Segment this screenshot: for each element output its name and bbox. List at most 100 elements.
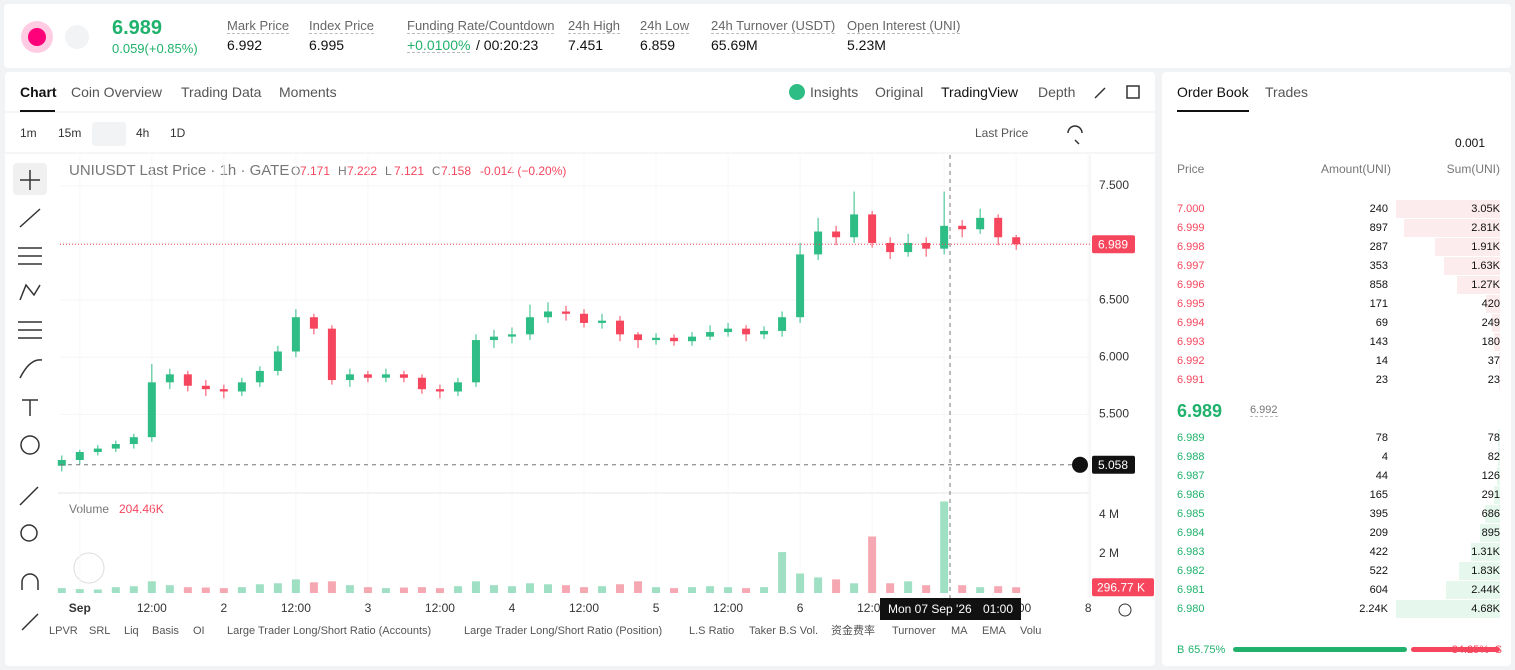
price-change: 0.059(+0.85%) bbox=[112, 41, 198, 56]
book-amount: 165 bbox=[1369, 489, 1388, 501]
candle-body bbox=[381, 374, 390, 378]
indicator-tab[interactable]: 资金费率 bbox=[831, 625, 875, 637]
icon[interactable] bbox=[1067, 125, 1083, 145]
indicator-tab[interactable]: SRL bbox=[89, 625, 111, 637]
book-price[interactable]: 6.981 bbox=[1177, 584, 1205, 596]
candle-body bbox=[327, 328, 336, 381]
volume-bar bbox=[796, 573, 805, 593]
icon[interactable] bbox=[21, 573, 39, 590]
interval[interactable]: 1m bbox=[20, 126, 37, 140]
order-book-panel bbox=[1162, 72, 1511, 666]
settings-icon[interactable] bbox=[1118, 603, 1132, 617]
book-price[interactable]: 6.991 bbox=[1177, 374, 1205, 386]
y-tick-label: 2 M bbox=[1099, 546, 1119, 560]
favorite[interactable] bbox=[65, 25, 89, 49]
candle-body bbox=[345, 374, 354, 381]
volume-bar bbox=[453, 586, 462, 593]
icon[interactable] bbox=[21, 613, 39, 631]
chart-tab[interactable]: Trading Data bbox=[181, 84, 262, 100]
icon[interactable] bbox=[18, 321, 42, 339]
book-amount: 422 bbox=[1369, 546, 1388, 558]
book-price[interactable]: 7.000 bbox=[1177, 203, 1205, 215]
icon[interactable] bbox=[20, 170, 40, 190]
candle-body bbox=[129, 437, 138, 445]
icon[interactable] bbox=[1094, 87, 1106, 99]
stat-value: +0.0100% bbox=[407, 37, 471, 53]
interval[interactable]: 4h bbox=[136, 126, 150, 140]
book-price[interactable]: 6.980 bbox=[1177, 603, 1205, 615]
icon[interactable] bbox=[1126, 85, 1140, 99]
indicator-tab[interactable]: LPVR bbox=[49, 625, 78, 637]
icon[interactable] bbox=[18, 247, 42, 265]
interval[interactable]: 1D bbox=[170, 126, 186, 140]
depth-bar bbox=[1434, 238, 1500, 256]
volume-legend: 204.46K bbox=[119, 502, 164, 516]
x-tick-label: 2 bbox=[221, 601, 228, 615]
view-tab[interactable]: Original bbox=[875, 84, 924, 100]
book-price[interactable]: 6.994 bbox=[1177, 317, 1205, 329]
book-price[interactable]: 6.992 bbox=[1177, 355, 1205, 367]
indicator-tab[interactable]: Turnover bbox=[892, 625, 936, 637]
book-amount: 858 bbox=[1369, 279, 1388, 291]
ratio-s: S bbox=[1494, 644, 1502, 656]
chart-tab[interactable]: Coin Overview bbox=[71, 84, 163, 100]
view-tab[interactable]: Insights bbox=[810, 84, 859, 100]
interval[interactable]: 15m bbox=[58, 126, 82, 140]
chart-tab[interactable]: Moments bbox=[279, 84, 337, 100]
book-price[interactable]: 6.987 bbox=[1177, 470, 1205, 482]
price-type[interactable]: Last Price bbox=[975, 126, 1029, 140]
book-sum: 126 bbox=[1481, 470, 1500, 482]
book-price[interactable]: 6.998 bbox=[1177, 241, 1205, 253]
book-tab[interactable]: Order Book bbox=[1177, 84, 1249, 100]
icon[interactable] bbox=[22, 399, 38, 416]
icon[interactable] bbox=[19, 208, 41, 228]
candle-body bbox=[580, 313, 589, 323]
candle-body bbox=[994, 217, 1003, 238]
x-tick-label: 12:00 bbox=[137, 601, 167, 615]
volume-bar bbox=[255, 584, 264, 593]
book-price[interactable]: 6.993 bbox=[1177, 336, 1205, 348]
candle-body bbox=[940, 225, 949, 249]
icon[interactable] bbox=[19, 359, 43, 379]
view-tab[interactable]: TradingView bbox=[941, 84, 1019, 100]
book-price[interactable]: 6.995 bbox=[1177, 298, 1205, 310]
icon[interactable] bbox=[20, 524, 38, 542]
book-price[interactable]: 6.997 bbox=[1177, 260, 1205, 272]
indicator-tab[interactable]: MA bbox=[951, 625, 968, 637]
candle-body bbox=[868, 214, 877, 243]
book-price[interactable]: 6.985 bbox=[1177, 508, 1205, 520]
ohlc-value: 7.121 bbox=[394, 164, 425, 178]
candle-body bbox=[1012, 237, 1021, 245]
indicator-tab[interactable]: Large Trader Long/Short Ratio (Position) bbox=[464, 625, 663, 637]
volume-bar bbox=[399, 587, 408, 593]
mid-mark: 6.992 bbox=[1250, 404, 1278, 417]
book-price[interactable]: 6.982 bbox=[1177, 565, 1205, 577]
indicator-tab[interactable]: Basis bbox=[152, 625, 179, 637]
indicator-tab[interactable]: Liq bbox=[124, 625, 139, 637]
book-price[interactable]: 6.999 bbox=[1177, 222, 1205, 234]
book-sum: 180 bbox=[1481, 336, 1500, 348]
candle-body bbox=[435, 389, 444, 392]
book-price[interactable]: 6.988 bbox=[1177, 451, 1205, 463]
chart-tab[interactable]: Chart bbox=[20, 84, 57, 100]
view-tab[interactable]: Depth bbox=[1038, 84, 1076, 100]
book-price[interactable]: 6.986 bbox=[1177, 489, 1205, 501]
book-price[interactable]: 6.989 bbox=[1177, 432, 1205, 444]
indicator-tab[interactable]: Taker B.S Vol. bbox=[749, 625, 819, 637]
book-price[interactable]: 6.983 bbox=[1177, 546, 1205, 558]
indicator-tab[interactable]: EMA bbox=[982, 625, 1006, 637]
indicator-tab[interactable]: Large Trader Long/Short Ratio (Accounts) bbox=[227, 625, 432, 637]
book-price[interactable]: 6.996 bbox=[1177, 279, 1205, 291]
indicator-tab[interactable]: L.S Ratio bbox=[689, 625, 735, 637]
book-price[interactable]: 6.984 bbox=[1177, 527, 1205, 539]
icon[interactable] bbox=[19, 486, 39, 506]
indicator-tab[interactable]: OI bbox=[193, 625, 205, 637]
candle-body bbox=[598, 320, 607, 323]
icon[interactable] bbox=[20, 435, 40, 455]
stat-label: 24h Turnover (USDT) bbox=[711, 18, 836, 34]
depth-bar bbox=[1484, 505, 1500, 523]
indicator-tab[interactable]: Volu bbox=[1020, 625, 1042, 637]
icon[interactable] bbox=[19, 283, 41, 301]
volume-bar bbox=[561, 585, 570, 593]
book-tab[interactable]: Trades bbox=[1265, 84, 1309, 100]
